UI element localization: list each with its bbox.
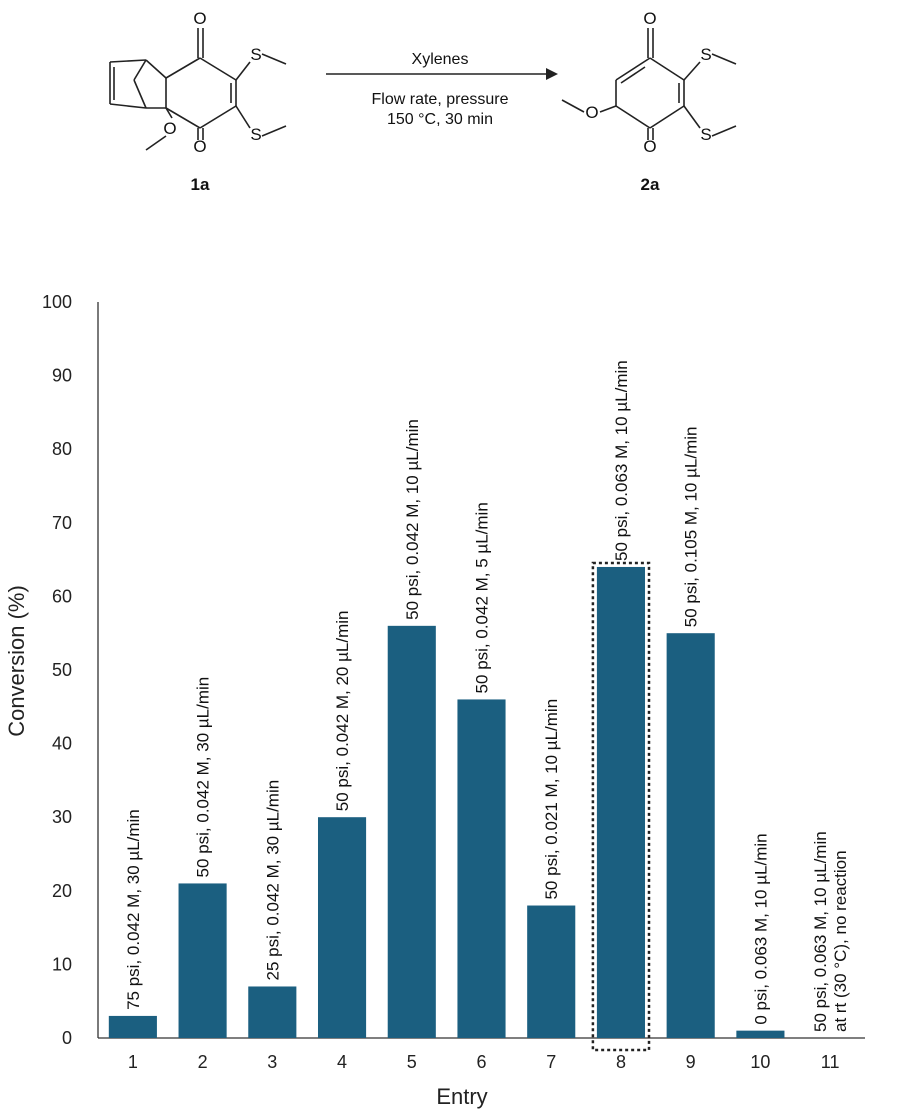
bar-annotation-entry-10: 0 psi, 0.063 M, 10 µL/min [751,833,770,1024]
x-axis-title: Entry [436,1084,487,1109]
x-tick-label: 11 [821,1052,840,1072]
atom-label-oxygen: O [193,9,206,28]
highlight-box-entry-8 [591,561,651,1052]
reaction-conditions-line-1: Flow rate, pressure [372,91,509,108]
y-tick-label: 90 [52,366,72,386]
x-tick-label: 6 [476,1052,486,1072]
bar-annotation-entry-8: 50 psi, 0.063 M, 10 µL/min [612,360,631,561]
bar-entry-6 [457,699,506,1038]
reaction-scheme: O O S S O 1a Xylenes Flow rate, pressure… [109,9,737,194]
bar-annotation-entry-6: 50 psi, 0.042 M, 5 µL/min [473,502,492,693]
atom-label-sulfur: S [250,45,261,64]
atom-label-sulfur: S [700,45,711,64]
y-tick-label: 0 [62,1028,72,1048]
y-tick-label: 60 [52,586,72,606]
bar-entry-5 [387,625,436,1038]
y-tick-label: 80 [52,439,72,459]
x-axis-ticks: 1 2 3 4 5 6 7 8 9 10 11 [128,1052,840,1072]
bar-entry-2 [178,883,227,1038]
atom-label-oxygen: O [643,9,656,28]
y-tick-label: 50 [52,660,72,680]
bar-entry-4 [317,817,367,1038]
bar-entry-1 [108,1015,157,1038]
compound-label-2a: 2a [641,175,660,194]
y-tick-label: 70 [52,513,72,533]
bar-annotation-entry-4: 50 psi, 0.042 M, 20 µL/min [333,611,352,812]
reactant-1a-structure [109,28,287,151]
product-2a-structure [561,28,737,140]
atom-label-sulfur: S [700,125,711,144]
atom-label-oxygen: O [585,103,598,122]
x-tick-label: 2 [198,1052,208,1072]
bar-annotation-entry-1: 75 psi, 0.042 M, 30 µL/min [124,809,143,1010]
reaction-reagent: Xylenes [412,51,469,68]
bar-annotation-entry-7: 50 psi, 0.021 M, 10 µL/min [542,699,561,900]
bar-entry-7 [527,905,576,1038]
y-tick-label: 20 [52,881,72,901]
reaction-arrow-head [546,68,558,80]
conversion-bar-chart: Conversion (%) Entry 0102030405060708090… [4,292,865,1109]
bar-annotation-entry-9: 50 psi, 0.105 M, 10 µL/min [682,427,701,628]
x-tick-label: 8 [616,1052,626,1072]
reaction-conditions-line-2: 150 °C, 30 min [387,111,493,128]
bar-entry-9 [666,633,715,1038]
bar-entry-10 [736,1030,785,1038]
bar-annotation-entry-2: 50 psi, 0.042 M, 30 µL/min [194,677,213,878]
x-tick-label: 9 [686,1052,696,1072]
y-tick-label: 100 [42,292,72,312]
x-tick-label: 10 [750,1052,770,1072]
y-tick-label: 40 [52,734,72,754]
bar-series [108,561,785,1052]
x-tick-label: 7 [546,1052,556,1072]
bar-annotations: 75 psi, 0.042 M, 30 µL/min 50 psi, 0.042 … [124,360,850,1032]
atom-label-sulfur: S [250,125,261,144]
compound-label-1a: 1a [191,175,210,194]
x-tick-label: 3 [267,1052,277,1072]
y-tick-label: 30 [52,807,72,827]
y-axis-ticks: 0 10 20 30 40 50 60 70 80 90 100 [42,292,72,1048]
atom-label-oxygen: O [643,137,656,156]
atom-label-oxygen: O [193,137,206,156]
bar-annotation-entry-5: 50 psi, 0.042 M, 10 µL/min [403,419,422,620]
x-tick-label: 5 [407,1052,417,1072]
bar-annotation-entry-11: 50 psi, 0.063 M, 10 µL/min [811,831,830,1032]
bar-entry-8 [596,566,646,1038]
x-tick-label: 1 [128,1052,138,1072]
bar-annotation-entry-3: 25 psi, 0.042 M, 30 µL/min [263,780,282,981]
bar-entry-3 [248,986,297,1038]
x-tick-label: 4 [337,1052,347,1072]
y-tick-label: 10 [52,954,72,974]
bar-annotation-entry-11: at rt (30 °C), no reaction [831,850,850,1032]
y-axis-title: Conversion (%) [4,585,29,737]
atom-label-oxygen: O [163,119,176,138]
